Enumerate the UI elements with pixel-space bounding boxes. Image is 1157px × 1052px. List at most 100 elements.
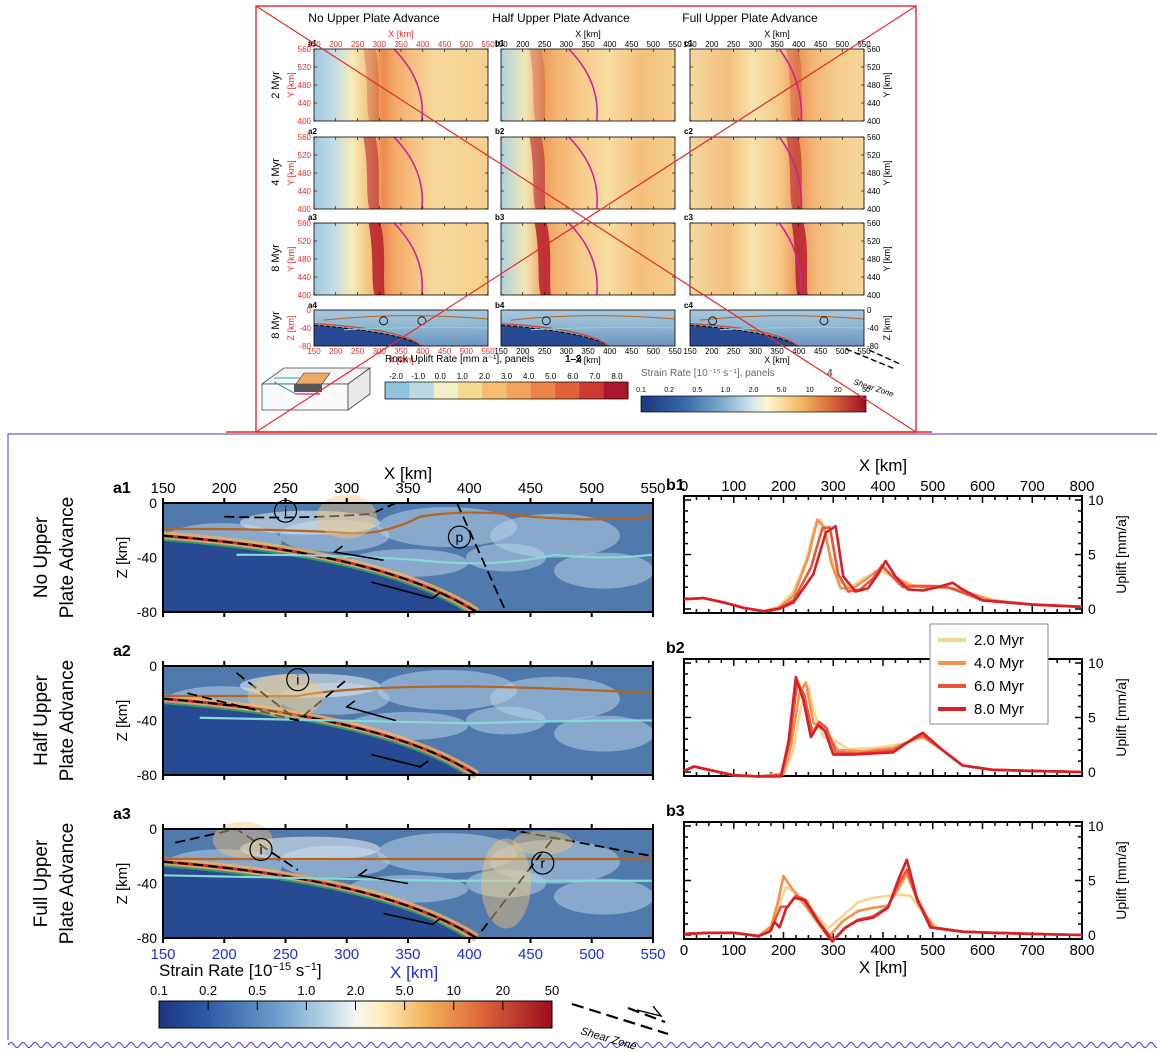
uplift-colorbar-title: Rock Uplift Rate [mm a⁻¹], panels (385, 354, 534, 365)
z-label-group: Z [km] (114, 863, 131, 905)
uplift-map (501, 49, 675, 121)
inset-x-tick: 250 (351, 40, 365, 49)
inset-slab (501, 325, 609, 346)
inset-x-tick: 200 (329, 347, 343, 356)
inset-brown-line (699, 315, 865, 321)
inset-x-tick: 550 (857, 40, 871, 49)
inset-x-tick: 150 (494, 40, 508, 49)
inset-y-tick: 480 (298, 255, 312, 264)
inset-y-label-group: Y [km] (286, 72, 296, 97)
fault-circle-label: i (284, 503, 287, 519)
inset-shear-band (500, 322, 610, 347)
inset-z-label: Z [km] (286, 316, 296, 341)
inset-y-tick: 440 (867, 273, 881, 282)
brown-horizon-line (162, 511, 654, 535)
crustal-fault (456, 502, 507, 613)
x-tick-label: 300 (334, 480, 359, 497)
inset-x-tick: 300 (749, 40, 763, 49)
inset-panel-id: c2 (684, 127, 693, 136)
strain-colorbar-tick: 10 (806, 387, 814, 394)
x-tick-label: 200 (771, 942, 796, 959)
inset-y-tick: 520 (298, 237, 312, 246)
strain-patch (377, 506, 518, 547)
strain-section-1: i p 0 -40 -80 Z [km] a1 (113, 480, 654, 620)
panel-id: a3 (113, 806, 131, 823)
plate-boundary-line (778, 222, 803, 296)
inset-y-tick: 400 (867, 205, 881, 214)
strain-colorbar-tick: 20 (496, 983, 510, 998)
y-tick-label: 5 (1088, 547, 1096, 563)
x-tick-label: 350 (395, 480, 420, 497)
uplift-colorbar-swatch (433, 382, 459, 399)
fault-circle (531, 851, 555, 875)
inset-slab (314, 325, 422, 346)
panel-frame (313, 309, 489, 347)
inset-y-tick: 560 (867, 133, 881, 142)
inset-x-tick: 500 (460, 40, 474, 49)
strain-patch (554, 878, 654, 915)
inset-x-tick: 400 (603, 40, 617, 49)
inset-z-label-group: Z [km] (286, 316, 296, 341)
uplift-colorbar-swatch (530, 382, 556, 399)
inset-y-label: Y [km] (882, 160, 892, 185)
row-label: No Upper (31, 516, 52, 598)
megathrust-fault (162, 860, 478, 939)
inset-row-label-group: 8 Myr (270, 244, 282, 272)
x-axis-label: X [km] (859, 958, 907, 977)
shear-zone-label: Shear Zone (579, 1025, 638, 1052)
brown-horizon-line (163, 685, 654, 698)
chart-frame (683, 495, 1083, 614)
z-label-group: Z [km] (114, 700, 131, 742)
inset-y-tick: 520 (298, 151, 312, 160)
inset-shear-zone-symbol (845, 348, 901, 370)
x-tick-label: 550 (640, 946, 665, 963)
x-axis-label: X [km] (390, 963, 438, 982)
z-tick-label: -40 (137, 876, 157, 892)
strain-patch (466, 869, 546, 898)
uplift-map (314, 137, 488, 209)
inset-fault-circle (541, 316, 551, 326)
uplift-colorbar-tick: 3.0 (501, 372, 513, 381)
inset-y-tick: 480 (867, 255, 881, 264)
strain-hot-zone (481, 838, 531, 929)
inset-x-tick: 300 (373, 40, 387, 49)
inset-x-tick: 200 (516, 40, 530, 49)
inset-y-tick: 560 (298, 45, 312, 54)
y-axis-label: Uplift [mm/a] (1113, 678, 1129, 757)
inset-y-tick: 560 (298, 133, 312, 142)
strain-colorbar-title: Strain Rate [10⁻¹⁵ s⁻¹], panels (641, 368, 775, 379)
inset-x-tick: 350 (581, 40, 595, 49)
inset-x-tick: 250 (538, 40, 552, 49)
x-tick-label: 100 (721, 478, 746, 495)
inset-cyan-line (530, 326, 676, 331)
uplift-colorbar-frame (384, 381, 629, 400)
inset-y-tick: 440 (298, 99, 312, 108)
inset-z-tick: -80 (299, 342, 311, 351)
row-label: Half Upper (31, 674, 52, 765)
inset-x-tick: 300 (749, 347, 763, 356)
y-label-group: Uplift [mm/a] (1113, 841, 1129, 920)
uplift-colorbar-tick: 1.0 (457, 372, 469, 381)
uplift-chart-b2: 0 5 10 Uplift [mm/a] b2 (666, 640, 1129, 780)
y-tick-label: 5 (1088, 873, 1096, 889)
z-axis-label: Z [km] (114, 700, 131, 742)
inset-y-tick: 520 (298, 63, 312, 72)
inset-row-label: 8 Myr (270, 311, 282, 339)
x-tick-label: 300 (821, 942, 846, 959)
inset-x-tick: 550 (668, 347, 682, 356)
inset-x-tick: 400 (792, 347, 806, 356)
strain-patch (466, 706, 546, 735)
inset-x-tick: 500 (836, 40, 850, 49)
strain-colorbar-tick: 50 (862, 387, 870, 394)
y-axis-label: Uplift [mm/a] (1113, 515, 1129, 594)
x-tick-label: 500 (920, 942, 945, 959)
inset-row-label: 8 Myr (270, 244, 282, 272)
inset-x-tick: 450 (625, 40, 639, 49)
inset-row-label-group: 4 Myr (270, 158, 282, 186)
inset-x-label: X [km] (575, 29, 601, 39)
uplift-map (690, 49, 864, 121)
inset-panel-id: b3 (495, 213, 505, 222)
plate-boundary-line (393, 136, 424, 210)
inset-x-tick: 350 (394, 347, 408, 356)
